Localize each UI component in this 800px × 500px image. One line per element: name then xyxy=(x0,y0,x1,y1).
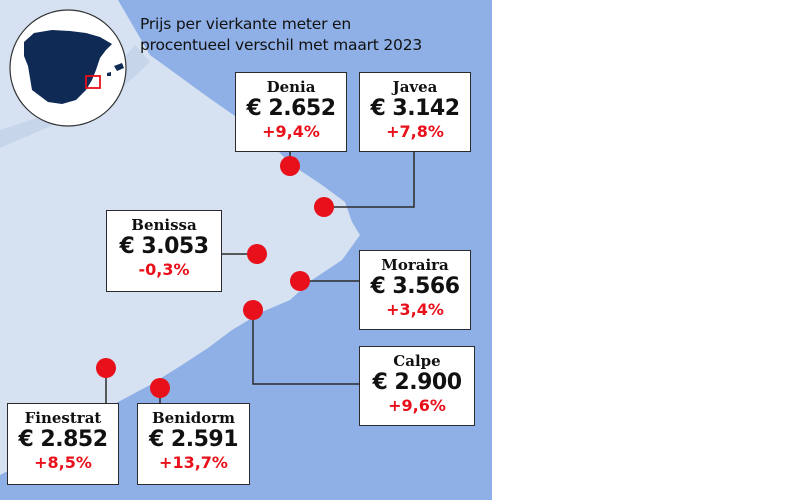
town-name: Benissa xyxy=(131,216,197,234)
town-price: € 2.900 xyxy=(372,370,462,395)
town-box-javea: Javea € 3.142 +7,8% xyxy=(359,72,471,152)
balearic-islet xyxy=(107,72,111,76)
spain-silhouette xyxy=(24,30,112,104)
dot-javea xyxy=(314,197,334,217)
town-name: Moraira xyxy=(381,256,449,274)
town-name: Benidorm xyxy=(151,409,236,427)
town-box-finestrat: Finestrat € 2.852 +8,5% xyxy=(7,403,119,485)
inset-locator-map xyxy=(9,9,127,127)
town-change: +9,4% xyxy=(262,122,320,141)
town-change: -0,3% xyxy=(138,260,190,279)
dot-finestrat xyxy=(96,358,116,378)
town-box-benissa: Benissa € 3.053 -0,3% xyxy=(106,210,222,292)
title-line-1: Prijs per vierkante meter en xyxy=(140,15,351,33)
town-price: € 2.591 xyxy=(148,427,239,452)
dot-calpe xyxy=(243,300,263,320)
town-box-moraira: Moraira € 3.566 +3,4% xyxy=(359,250,471,330)
dot-denia xyxy=(280,156,300,176)
town-name: Javea xyxy=(392,78,438,96)
dot-benissa xyxy=(247,244,267,264)
town-price: € 3.566 xyxy=(370,274,460,299)
town-name: Calpe xyxy=(393,352,441,370)
town-name: Finestrat xyxy=(24,409,102,427)
town-change: +7,8% xyxy=(386,122,444,141)
town-box-calpe: Calpe € 2.900 +9,6% xyxy=(359,346,475,426)
town-change: +9,6% xyxy=(388,396,446,415)
location-dots xyxy=(96,156,334,398)
town-price: € 3.142 xyxy=(370,96,460,121)
town-change: +13,7% xyxy=(159,453,228,472)
map-area: Prijs per vierkante meter en procentueel… xyxy=(0,0,492,500)
dot-moraira xyxy=(290,271,310,291)
dot-benidorm xyxy=(150,378,170,398)
town-box-denia: Denia € 2.652 +9,4% xyxy=(235,72,347,152)
town-name: Denia xyxy=(266,78,316,96)
town-price: € 2.652 xyxy=(246,96,336,121)
map-title: Prijs per vierkante meter en procentueel… xyxy=(140,14,422,56)
town-change: +8,5% xyxy=(34,453,92,472)
town-change: +3,4% xyxy=(386,300,444,319)
town-box-benidorm: Benidorm € 2.591 +13,7% xyxy=(137,403,250,485)
balearic-islands xyxy=(114,63,124,71)
region-highlight-rect xyxy=(85,75,101,89)
town-price: € 2.852 xyxy=(18,427,108,452)
title-line-2: procentueel verschil met maart 2023 xyxy=(140,36,423,54)
town-price: € 3.053 xyxy=(119,234,209,259)
